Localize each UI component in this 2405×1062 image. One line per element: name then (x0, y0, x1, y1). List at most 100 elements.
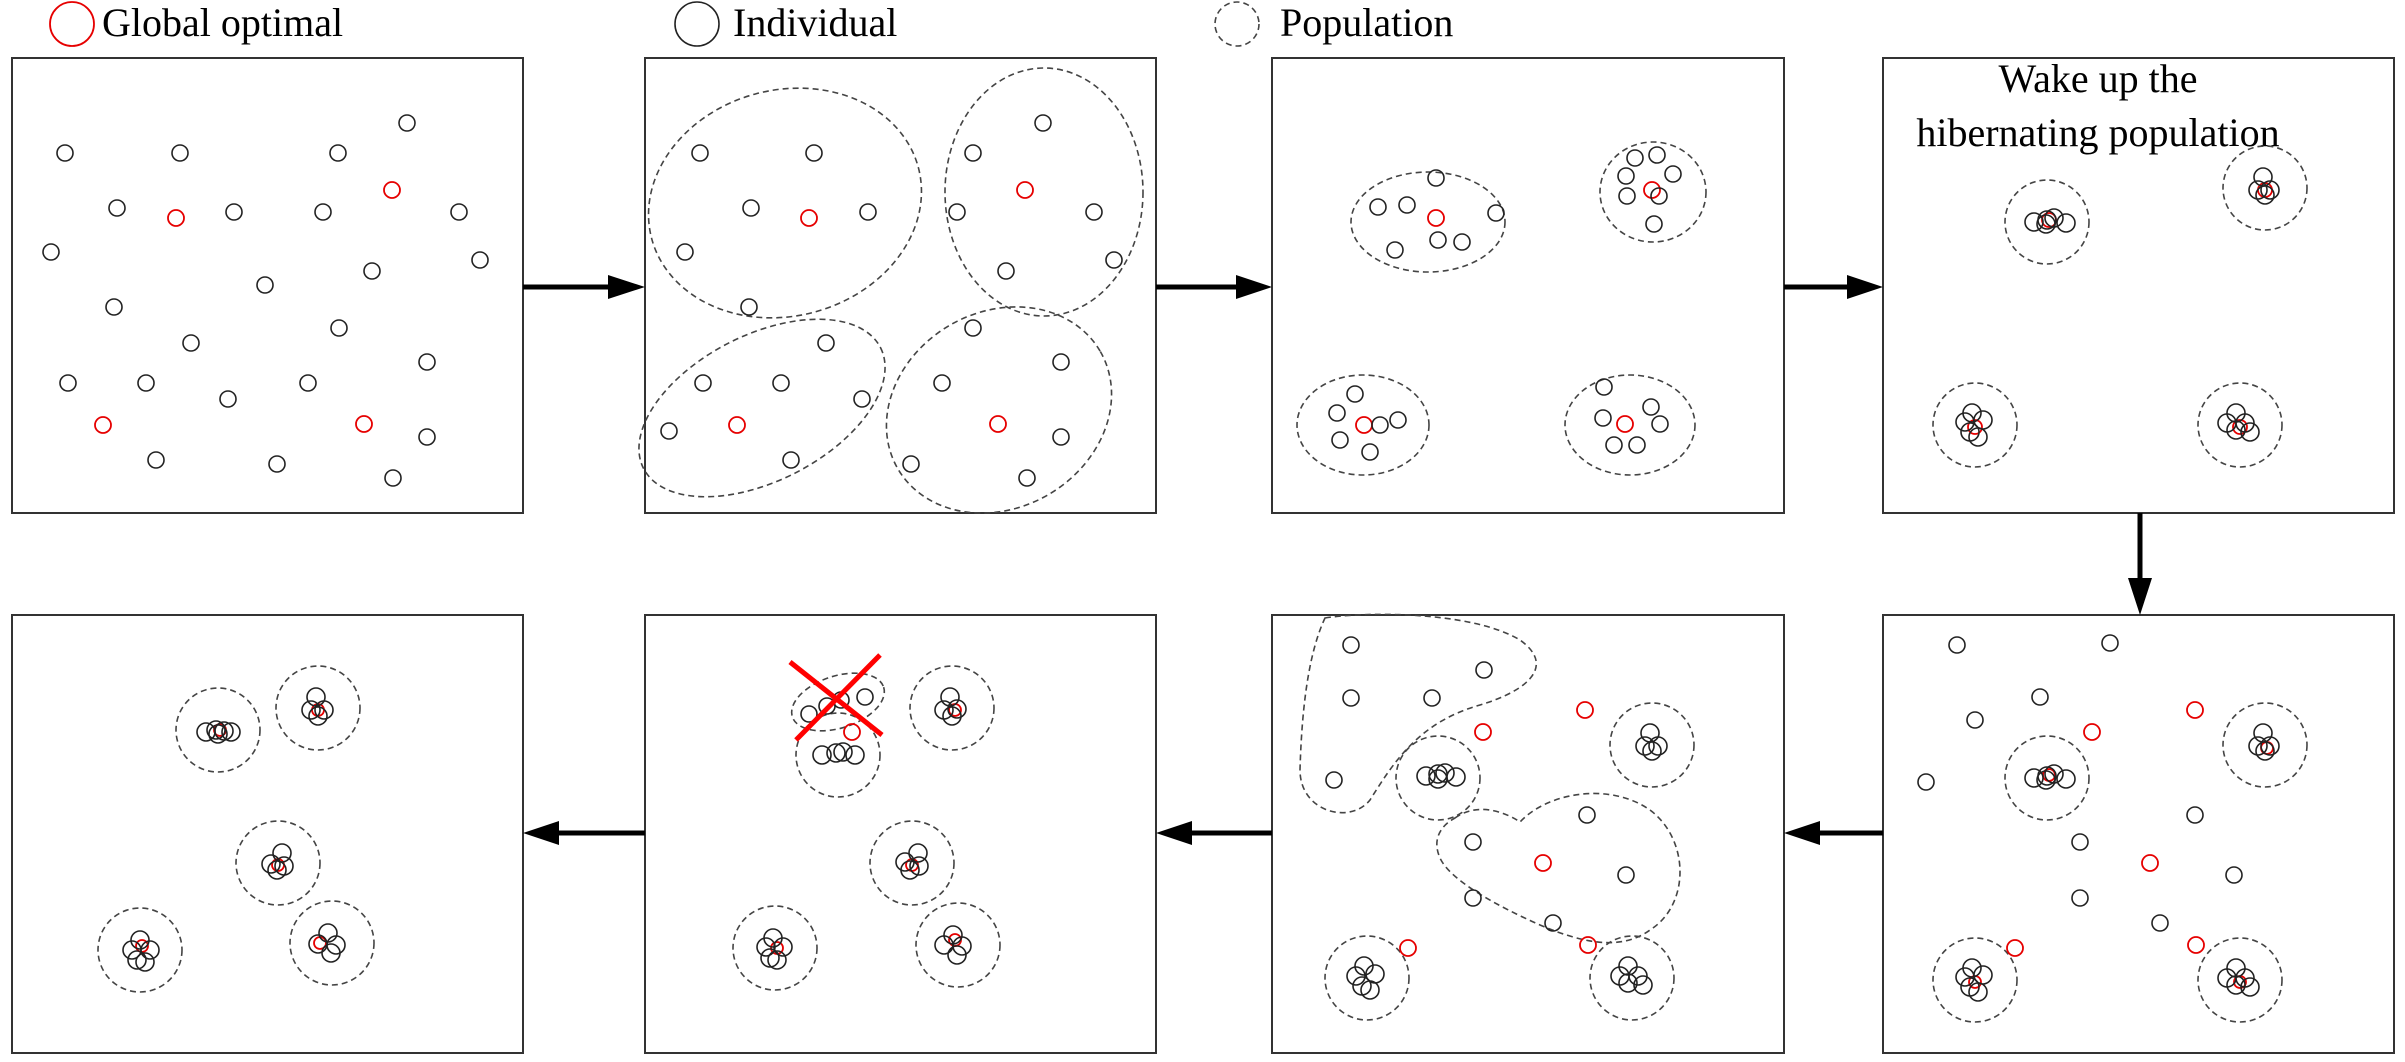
individual-marker (772, 374, 790, 392)
population-outline (2222, 145, 2308, 231)
flow-arrows (523, 275, 2152, 845)
individual-marker (1487, 204, 1505, 222)
global-optimal-marker (94, 416, 112, 434)
individual-marker (1628, 436, 1646, 454)
global-optimal-marker (1016, 181, 1034, 199)
population-outline (1299, 613, 1538, 814)
converged-cluster (756, 928, 793, 970)
individual-marker (330, 319, 348, 337)
individual-marker (1105, 251, 1123, 269)
population-outline (1932, 382, 2018, 468)
individual-marker (1917, 773, 1935, 791)
panel-2-grouping (644, 57, 1157, 514)
individual-marker (1648, 146, 1666, 164)
individual-marker (1594, 409, 1612, 427)
individual-marker (2071, 833, 2089, 851)
population-outline (1599, 141, 1707, 243)
individual-marker (948, 203, 966, 221)
panel-5-wake-up (1882, 614, 2395, 1054)
population-outline (175, 687, 261, 773)
global-optimal-marker (1576, 701, 1594, 719)
individual-marker (314, 203, 332, 221)
individual-marker (676, 243, 694, 261)
individual-marker (1618, 187, 1636, 205)
individual-marker (691, 144, 709, 162)
individual-marker (1475, 661, 1493, 679)
population-outline (2197, 382, 2283, 468)
individual-marker (933, 374, 951, 392)
global-optimal-marker (800, 209, 818, 227)
individual-marker (1645, 215, 1663, 233)
individual-marker (299, 374, 317, 392)
individual-marker (450, 203, 468, 221)
population-outline (97, 907, 183, 993)
global-optimal-marker (728, 416, 746, 434)
global-optimal-marker (383, 181, 401, 199)
panel-7-elimination (644, 614, 1157, 1054)
individual-marker (1427, 169, 1445, 187)
individual-marker (1626, 149, 1644, 167)
individual-marker (1369, 198, 1387, 216)
individual-marker (1544, 914, 1562, 932)
legend: Global optimal Individual Population (49, 0, 1453, 47)
individual-marker (2151, 914, 2169, 932)
global-optimal-marker (355, 415, 373, 433)
legend-global-optimal-label: Global optimal (102, 0, 343, 45)
global-optimal-marker (2187, 936, 2205, 954)
global-optimal-marker (989, 415, 1007, 433)
individual-marker (1371, 416, 1389, 434)
global-optimal-marker (1616, 415, 1634, 433)
population-outline (1395, 735, 1481, 821)
individual-marker (59, 374, 77, 392)
arrow-right-icon (523, 275, 645, 299)
population-outline (275, 665, 361, 751)
converged-cluster (934, 925, 972, 965)
converged-cluster (301, 687, 334, 726)
panel-3-contraction (1271, 57, 1785, 514)
individual-marker (817, 334, 835, 352)
individual-marker (1325, 771, 1343, 789)
global-optimal-marker (843, 723, 861, 741)
global-optimal-marker (1399, 939, 1417, 957)
arrow-down-icon (2128, 513, 2152, 615)
individual-marker (782, 451, 800, 469)
individual-marker (182, 334, 200, 352)
global-optimal-marker (1534, 854, 1552, 872)
population-outline (1609, 702, 1695, 788)
individual-marker (902, 455, 920, 473)
converged-cluster (261, 843, 294, 880)
population-outline (1324, 935, 1410, 1021)
population-outline (795, 712, 881, 798)
panel-6-regrouping (1271, 614, 1785, 1054)
individual-marker (398, 114, 416, 132)
population-outline (909, 665, 995, 751)
individual-marker (1342, 636, 1360, 654)
arrow-right-icon (1156, 275, 1272, 299)
individual-marker (42, 243, 60, 261)
individual-marker (1389, 411, 1407, 429)
individual-marker (256, 276, 274, 294)
converged-cluster (1610, 956, 1653, 995)
individual-marker (1966, 711, 1984, 729)
converged-cluster (196, 720, 241, 744)
individual-marker (137, 374, 155, 392)
individual-marker (805, 144, 823, 162)
individual-marker (2101, 634, 2119, 652)
population-outline (732, 905, 818, 991)
individual-marker (1423, 689, 1441, 707)
arrow-left-icon (523, 821, 645, 845)
individual-marker (694, 374, 712, 392)
converged-cluster (2217, 403, 2260, 442)
individual-marker (1651, 415, 1669, 433)
converged-cluster (2024, 764, 2076, 790)
global-optimal-marker (2232, 419, 2248, 435)
individual-marker (1361, 443, 1379, 461)
individual-marker (964, 144, 982, 162)
global-optimal-marker (2006, 939, 2024, 957)
global-optimal-marker (1643, 181, 1661, 199)
individual-marker (1085, 203, 1103, 221)
individual-marker (2186, 806, 2204, 824)
individual-marker (1328, 404, 1346, 422)
converged-cluster (2248, 167, 2280, 205)
individual-marker (105, 298, 123, 316)
